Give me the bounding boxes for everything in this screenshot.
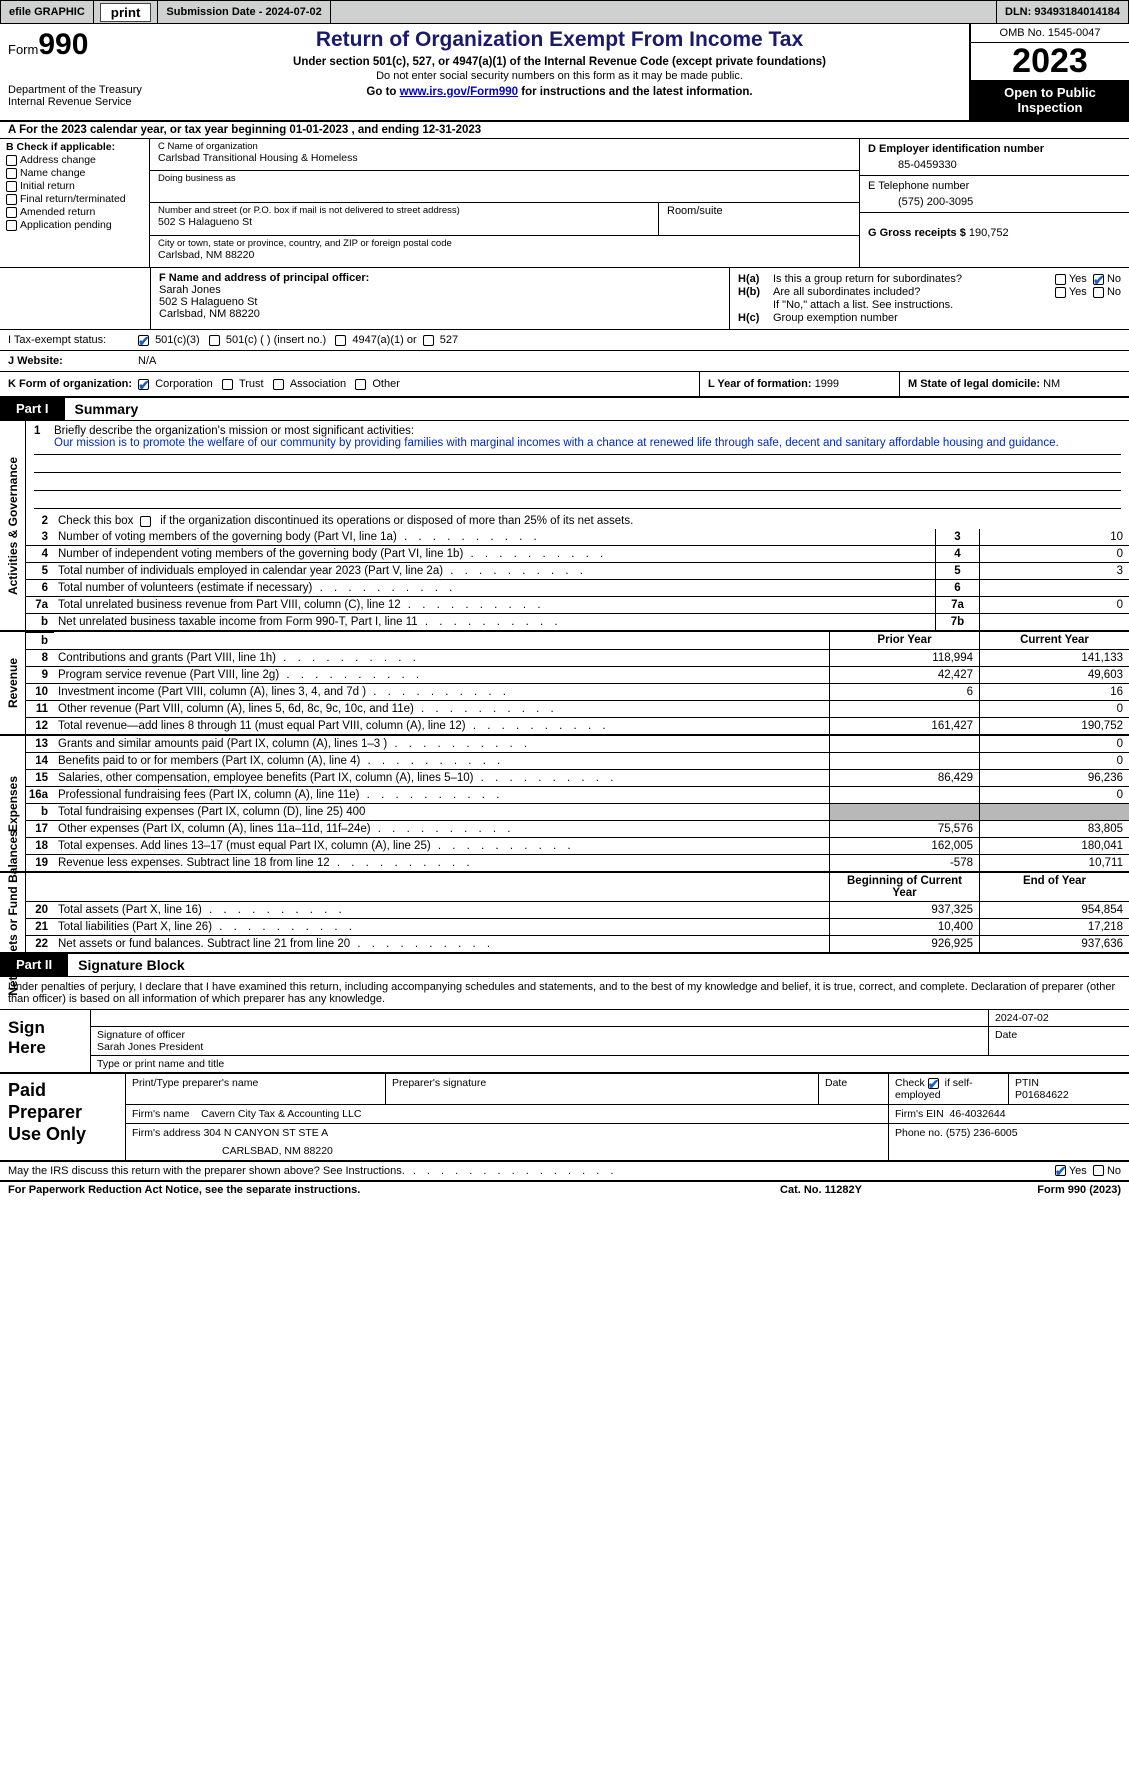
discuss-with-preparer: May the IRS discuss this return with the… [0, 1162, 1129, 1182]
4947-checkbox[interactable] [335, 335, 346, 346]
form-label: Form [8, 42, 38, 57]
trust-checkbox[interactable] [222, 379, 233, 390]
discuss-no-checkbox[interactable] [1093, 1165, 1104, 1176]
table-row: 6 Total number of volunteers (estimate i… [26, 580, 1129, 597]
table-row: b Net unrelated business taxable income … [26, 614, 1129, 630]
state-domicile: NM [1043, 378, 1060, 390]
public-inspection: Open to Public Inspection [971, 80, 1129, 120]
501c3-checkbox[interactable] [138, 335, 149, 346]
hb-no-checkbox[interactable] [1093, 287, 1104, 298]
app-pending-checkbox[interactable] [6, 220, 17, 231]
officer-signature-name: Sarah Jones President [97, 1041, 982, 1053]
efile-label: efile GRAPHIC [1, 1, 94, 23]
form-title: Return of Organization Exempt From Incom… [156, 28, 963, 52]
table-row: 19 Revenue less expenses. Subtract line … [26, 855, 1129, 871]
form-number: 990 [38, 28, 88, 61]
firm-address: 304 N CANYON ST STE A [203, 1127, 328, 1139]
table-row: 18 Total expenses. Add lines 13–17 (must… [26, 838, 1129, 855]
identification-block: B Check if applicable: Address change Na… [0, 139, 1129, 268]
table-row: 3 Number of voting members of the govern… [26, 529, 1129, 546]
form-subtitle: Under section 501(c), 527, or 4947(a)(1)… [156, 56, 963, 68]
discuss-yes-checkbox[interactable] [1055, 1165, 1066, 1176]
ha-no-checkbox[interactable] [1093, 274, 1104, 285]
print-button[interactable]: print [100, 3, 152, 22]
tax-year: 2023 [971, 43, 1129, 80]
website-value: N/A [138, 355, 156, 367]
tax-exempt-row: I Tax-exempt status: 501(c)(3) 501(c) ( … [0, 330, 1129, 351]
corp-checkbox[interactable] [138, 379, 149, 390]
table-row: 10 Investment income (Part VIII, column … [26, 684, 1129, 701]
firm-ein: 46-4032644 [950, 1108, 1006, 1120]
page-footer: For Paperwork Reduction Act Notice, see … [0, 1182, 1129, 1198]
table-row: b Total fundraising expenses (Part IX, c… [26, 804, 1129, 821]
table-row: 4 Number of independent voting members o… [26, 546, 1129, 563]
city-state-zip: Carlsbad, NM 88220 [158, 249, 851, 261]
mission-text: Our mission is to promote the welfare of… [34, 437, 1121, 455]
table-row: 8 Contributions and grants (Part VIII, l… [26, 650, 1129, 667]
dln-label: DLN: 93493184014184 [997, 1, 1128, 23]
firm-name: Cavern City Tax & Accounting LLC [201, 1108, 361, 1120]
hb-yes-checkbox[interactable] [1055, 287, 1066, 298]
officer-group-block: F Name and address of principal officer:… [0, 268, 1129, 330]
top-bar: efile GRAPHIC print Submission Date - 20… [0, 0, 1129, 24]
other-checkbox[interactable] [355, 379, 366, 390]
paid-preparer-block: Paid Preparer Use Only Print/Type prepar… [0, 1074, 1129, 1162]
table-row: 9 Program service revenue (Part VIII, li… [26, 667, 1129, 684]
assoc-checkbox[interactable] [273, 379, 284, 390]
revenue-section: Revenue b Prior Year Current Year 8 Cont… [0, 632, 1129, 736]
table-row: 20 Total assets (Part X, line 16) . . . … [26, 902, 1129, 919]
part1-header: Part I Summary [0, 398, 1129, 421]
form-header: Form990 Department of the Treasury Inter… [0, 24, 1129, 122]
table-row: 14 Benefits paid to or for members (Part… [26, 753, 1129, 770]
irs-label: Internal Revenue Service [8, 96, 142, 108]
name-change-checkbox[interactable] [6, 168, 17, 179]
net-assets-section: Net Assets or Fund Balances Beginning of… [0, 873, 1129, 954]
ha-yes-checkbox[interactable] [1055, 274, 1066, 285]
form-ssn-note: Do not enter social security numbers on … [156, 70, 963, 82]
table-row: 22 Net assets or fund balances. Subtract… [26, 936, 1129, 952]
telephone: (575) 200-3095 [868, 196, 1121, 208]
dept-label: Department of the Treasury [8, 84, 142, 96]
table-row: 5 Total number of individuals employed i… [26, 563, 1129, 580]
expenses-section: Expenses 13 Grants and similar amounts p… [0, 736, 1129, 873]
final-return-checkbox[interactable] [6, 194, 17, 205]
part2-header: Part II Signature Block [0, 954, 1129, 977]
submission-date: Submission Date - 2024-07-02 [158, 1, 330, 23]
irs-link[interactable]: www.irs.gov/Form990 [400, 86, 518, 98]
ptin: P01684622 [1015, 1089, 1123, 1101]
officer-name: Sarah Jones [159, 284, 721, 296]
room-suite-label: Room/suite [667, 205, 851, 217]
527-checkbox[interactable] [423, 335, 434, 346]
omb-number: OMB No. 1545-0047 [971, 24, 1129, 43]
table-row: 7a Total unrelated business revenue from… [26, 597, 1129, 614]
calendar-year-row: A For the 2023 calendar year, or tax yea… [0, 122, 1129, 139]
table-row: 15 Salaries, other compensation, employe… [26, 770, 1129, 787]
initial-return-checkbox[interactable] [6, 181, 17, 192]
discontinued-checkbox[interactable] [140, 516, 151, 527]
firm-phone: (575) 236-6005 [946, 1127, 1018, 1139]
table-row: 12 Total revenue—add lines 8 through 11 … [26, 718, 1129, 734]
dba-label: Doing business as [158, 173, 851, 184]
street-address: 502 S Halagueno St [158, 216, 650, 228]
activities-governance-section: Activities & Governance 1Briefly describ… [0, 421, 1129, 632]
gross-receipts: 190,752 [969, 227, 1009, 239]
ein: 85-0459330 [868, 159, 1121, 171]
perjury-declaration: Under penalties of perjury, I declare th… [0, 977, 1129, 1010]
website-row: J Website: N/A [0, 351, 1129, 372]
table-row: 17 Other expenses (Part IX, column (A), … [26, 821, 1129, 838]
table-row: 11 Other revenue (Part VIII, column (A),… [26, 701, 1129, 718]
form-org-row: K Form of organization: Corporation Trus… [0, 372, 1129, 398]
org-name: Carlsbad Transitional Housing & Homeless [158, 152, 851, 164]
check-if-applicable: B Check if applicable: [6, 141, 143, 153]
table-row: 13 Grants and similar amounts paid (Part… [26, 736, 1129, 753]
sign-here-block: Sign Here 2024-07-02 Signature of office… [0, 1010, 1129, 1074]
sig-date: 2024-07-02 [989, 1010, 1129, 1026]
address-change-checkbox[interactable] [6, 155, 17, 166]
self-employed-checkbox[interactable] [928, 1078, 939, 1089]
amended-return-checkbox[interactable] [6, 207, 17, 218]
table-row: 16a Professional fundraising fees (Part … [26, 787, 1129, 804]
year-formation: 1999 [815, 378, 839, 390]
table-row: 21 Total liabilities (Part X, line 26) .… [26, 919, 1129, 936]
501c-checkbox[interactable] [209, 335, 220, 346]
